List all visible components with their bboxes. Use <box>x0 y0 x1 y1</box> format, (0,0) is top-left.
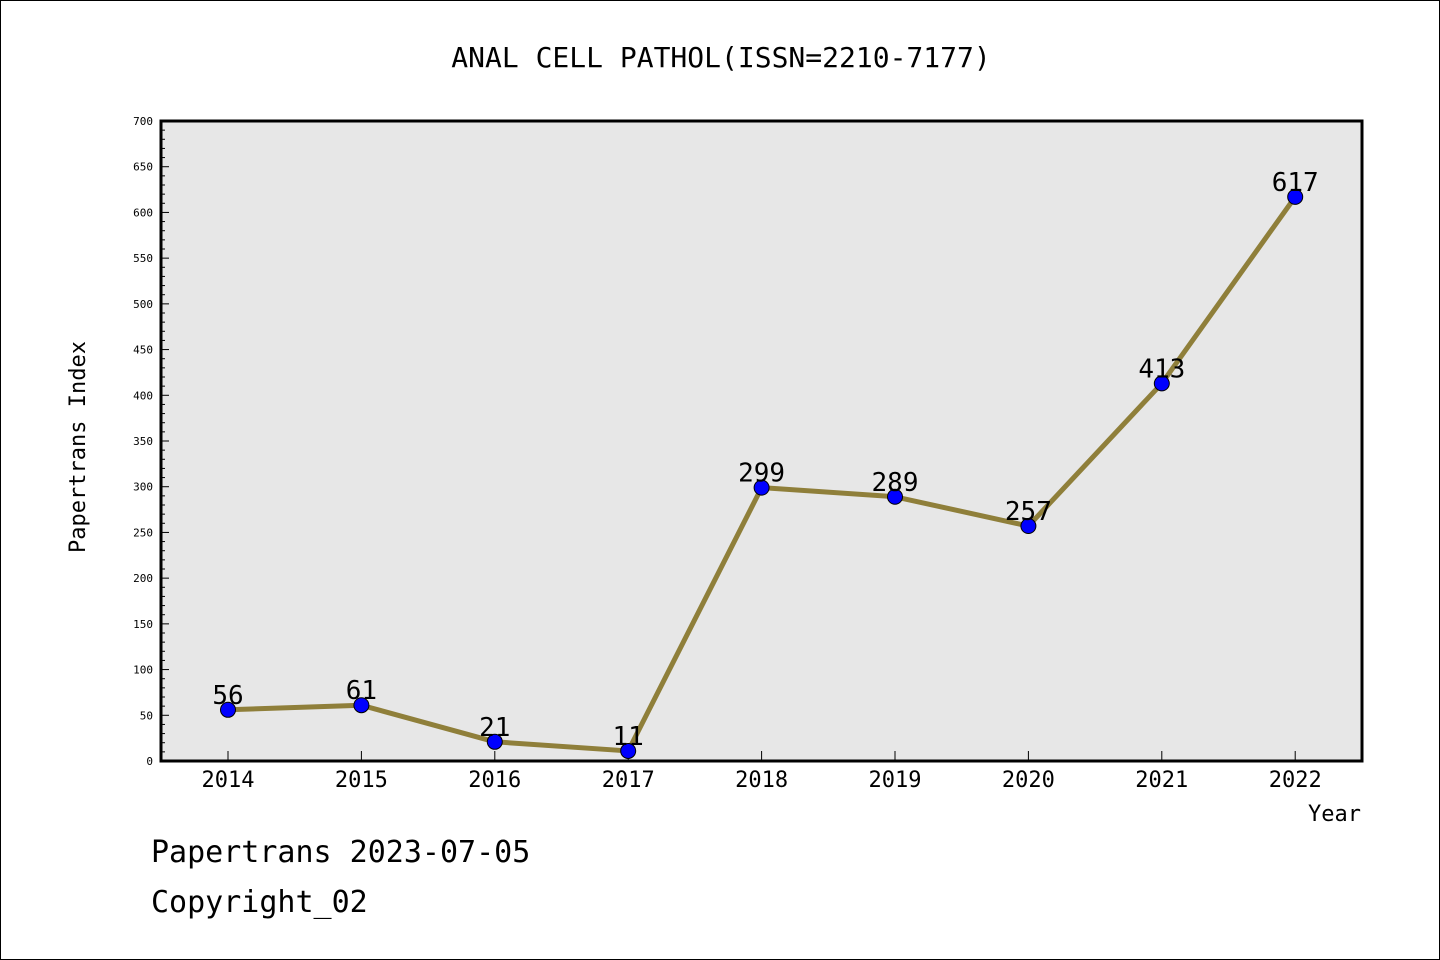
y-tick-label: 100 <box>133 664 153 677</box>
x-tick-label: 2020 <box>1002 768 1055 793</box>
chart-title: ANAL CELL PATHOL(ISSN=2210-7177) <box>451 41 990 74</box>
data-label: 11 <box>613 722 644 752</box>
y-tick-label: 650 <box>133 161 153 174</box>
data-point <box>753 479 770 496</box>
data-label: 299 <box>738 459 785 489</box>
data-label: 413 <box>1138 354 1185 384</box>
x-tick-label: 2014 <box>202 768 255 793</box>
y-tick-label: 50 <box>140 709 153 722</box>
y-axis: 0 50 100 150 200 250 300 350 400 450 500 550 600 650 7… <box>133 115 169 768</box>
plot-area <box>159 119 1364 763</box>
y-tick-label: 350 <box>133 435 153 448</box>
data-label: 289 <box>872 468 919 498</box>
data-point <box>1287 188 1304 205</box>
y-tick-label: 150 <box>133 618 153 631</box>
x-tick-label: 2016 <box>468 768 521 793</box>
x-tick-label: 2017 <box>602 768 655 793</box>
x-tick-label: 2015 <box>335 768 388 793</box>
footer-copyright: Copyright_02 <box>151 885 368 920</box>
y-tick-label: 600 <box>133 206 153 219</box>
data-label: 21 <box>479 713 510 743</box>
y-axis-label: Papertrans Index <box>66 341 91 553</box>
data-label: 56 <box>212 681 243 711</box>
data-point <box>486 733 503 750</box>
data-labels: 56 61 21 11 299 289 257 413 617 <box>212 168 1318 752</box>
footer-date: Papertrans 2023-07-05 <box>151 835 531 870</box>
x-axis: 2014 2015 2016 2017 2018 2019 2020 2021 2022 <box>202 751 1322 793</box>
x-tick-label: 2021 <box>1135 768 1188 793</box>
data-markers <box>220 188 1304 759</box>
y-tick-label: 550 <box>133 252 153 265</box>
y-tick-label: 250 <box>133 526 153 539</box>
data-label: 257 <box>1005 497 1052 527</box>
y-tick-label: 200 <box>133 572 153 585</box>
x-tick-label: 2018 <box>735 768 788 793</box>
data-point <box>1020 518 1037 535</box>
x-tick-label: 2022 <box>1269 768 1322 793</box>
data-point <box>887 488 903 505</box>
data-point <box>1153 375 1170 392</box>
data-point <box>220 701 236 718</box>
y-tick-label: 0 <box>146 755 153 768</box>
x-axis-label: Year <box>1308 802 1361 827</box>
y-tick-label: 450 <box>133 344 153 357</box>
y-tick-label: 400 <box>133 389 153 402</box>
data-label: 617 <box>1272 168 1319 198</box>
data-label: 61 <box>346 676 377 706</box>
x-tick-label: 2019 <box>869 768 922 793</box>
y-tick-label: 500 <box>133 298 153 311</box>
y-tick-label: 700 <box>133 115 153 128</box>
y-tick-label: 300 <box>133 481 153 494</box>
data-point <box>620 742 637 759</box>
data-point <box>353 697 370 714</box>
